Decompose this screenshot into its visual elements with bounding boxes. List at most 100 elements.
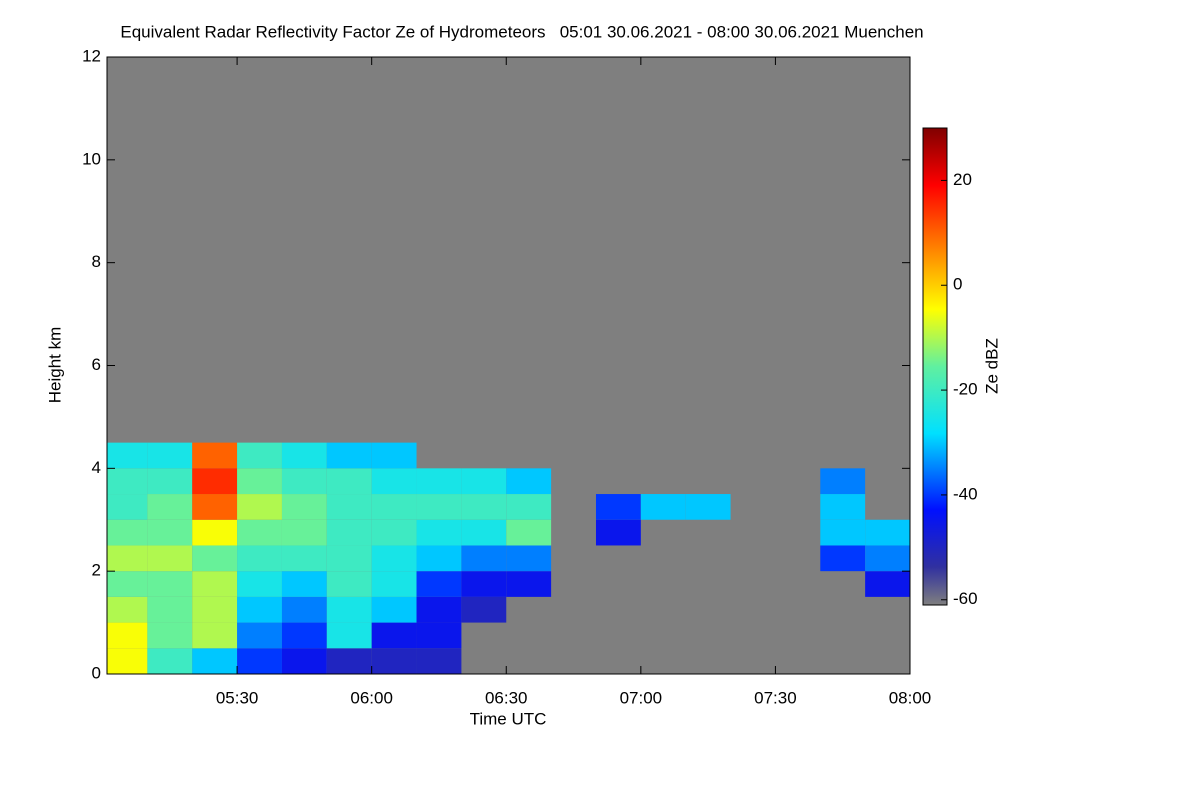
cell [461,571,507,597]
cell [371,494,417,520]
cell [147,622,193,649]
cell [147,442,193,469]
cell [865,545,910,572]
cell [107,494,148,520]
cell [371,545,417,572]
cell [326,622,372,649]
cell [107,442,148,469]
cell [192,571,238,597]
cell [326,519,372,546]
cell [281,596,327,623]
cell [107,571,148,597]
cell [192,519,238,546]
cell [461,519,507,546]
cell [416,622,462,649]
cell [281,622,327,649]
cell [147,519,193,546]
y-tick-label: 10 [82,149,101,168]
cell [281,545,327,572]
cell [371,519,417,546]
chart-title: Equivalent Radar Reflectivity Factor Ze … [120,22,923,41]
cell [281,648,327,674]
cell [281,468,327,495]
cell [326,571,372,597]
cell [107,622,148,649]
cell [326,468,372,495]
cell [281,571,327,597]
cell [147,494,193,520]
cell [107,545,148,572]
cell [192,545,238,572]
y-tick-label: 4 [92,458,101,477]
cell [281,442,327,469]
cell [371,468,417,495]
colorbar-label: Ze dBZ [982,338,1001,394]
cell [416,648,462,674]
cell [640,494,686,520]
cell [147,571,193,597]
cell [237,442,282,469]
cell [416,519,462,546]
cell [147,596,193,623]
cell [461,545,507,572]
y-tick-label: 2 [92,561,101,580]
cell [237,571,282,597]
colorbar-tick-label: 20 [953,170,972,189]
cell [506,519,552,546]
cell [416,494,462,520]
cell [107,648,148,674]
cell [192,442,238,469]
cell [461,494,507,520]
cell [326,545,372,572]
cell [371,442,417,469]
cell [416,468,462,495]
cell [326,442,372,469]
colorbar [922,127,948,606]
cell [237,468,282,495]
cell [192,596,238,623]
cell [192,648,238,674]
colorbar-tick-label: 0 [953,275,962,294]
cell [107,468,148,495]
cell [237,648,282,674]
cell [147,648,193,674]
cell [281,519,327,546]
cell [237,545,282,572]
cell [371,648,417,674]
cell [326,596,372,623]
y-tick-label: 8 [92,252,101,271]
cell [685,494,731,520]
cell [865,571,910,597]
cell [416,545,462,572]
cell [326,494,372,520]
cell [506,571,552,597]
y-tick-label: 6 [92,355,101,374]
cell [192,494,238,520]
cell [820,494,866,520]
x-tick-label: 07:00 [620,688,663,707]
cell [506,494,552,520]
cell [326,648,372,674]
colorbar-tick-label: -60 [953,589,978,608]
x-tick-label: 05:30 [216,688,259,707]
cell [371,622,417,649]
x-tick-label: 08:00 [889,688,932,707]
cell [237,596,282,623]
cell [237,519,282,546]
cell [506,468,552,495]
y-tick-label: 0 [92,663,101,682]
x-tick-label: 07:30 [754,688,797,707]
cell [820,545,866,572]
cell [237,622,282,649]
cell [820,519,866,546]
cell [107,596,148,623]
y-axis-label: Height km [45,327,64,404]
cell [237,494,282,520]
cell [865,519,910,546]
cell [595,519,641,546]
cell [461,468,507,495]
cell [281,494,327,520]
cell [107,519,148,546]
colorbar-tick-label: -20 [953,380,978,399]
